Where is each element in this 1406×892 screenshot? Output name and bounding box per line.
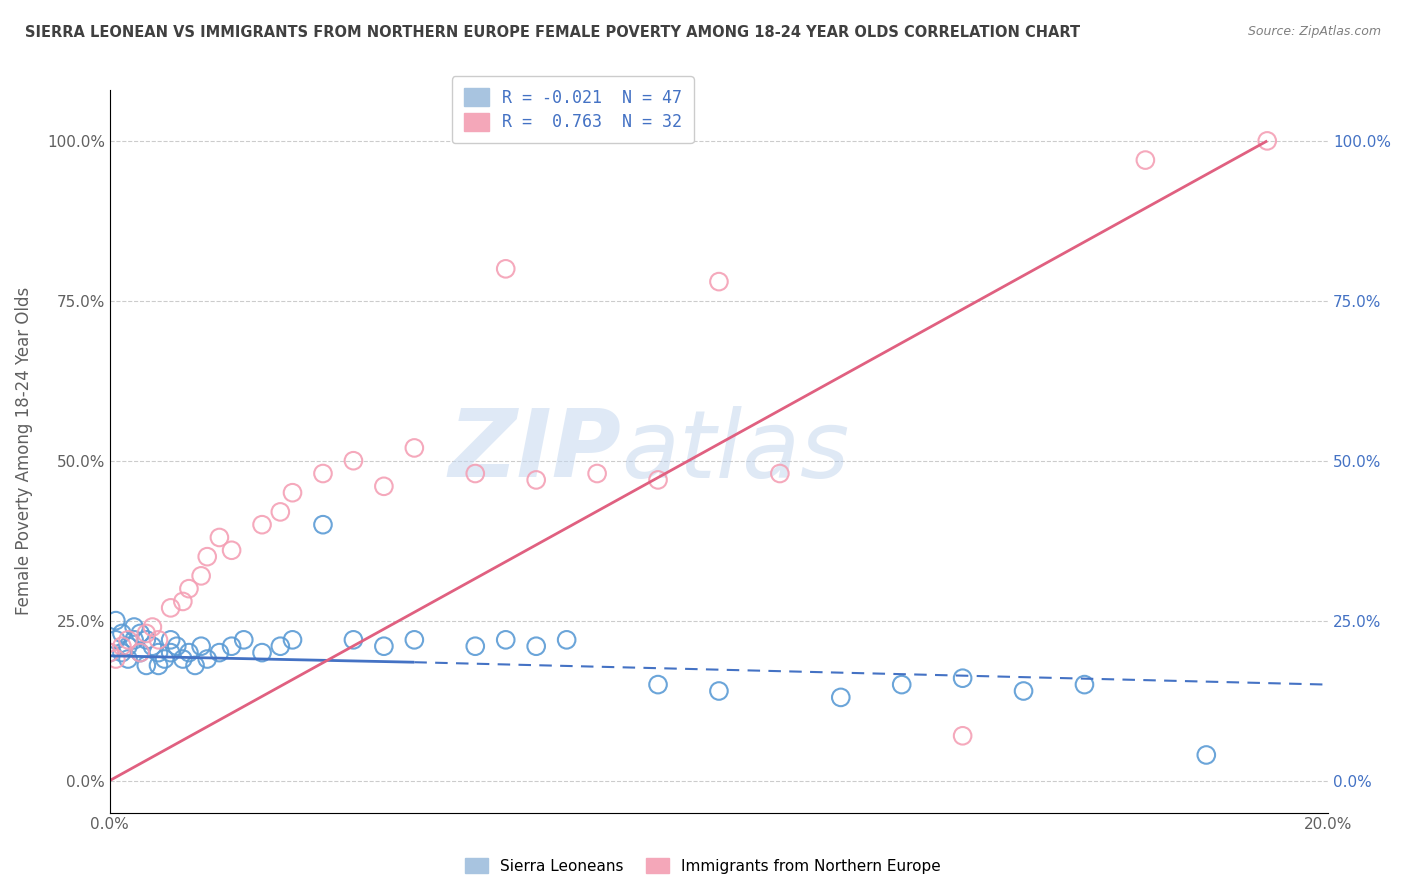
Point <box>184 658 207 673</box>
Point <box>135 658 157 673</box>
Point <box>495 261 517 276</box>
Point <box>464 639 486 653</box>
Point <box>281 632 304 647</box>
Point <box>148 658 170 673</box>
Point <box>141 620 163 634</box>
Point <box>135 632 157 647</box>
Point <box>221 639 243 653</box>
Point <box>269 639 291 653</box>
Point <box>104 614 127 628</box>
Point <box>707 684 730 698</box>
Point <box>159 646 181 660</box>
Point <box>647 677 669 691</box>
Point <box>117 632 139 647</box>
Point <box>148 632 170 647</box>
Point <box>104 632 127 647</box>
Text: ZIP: ZIP <box>449 405 621 497</box>
Point <box>1195 747 1218 762</box>
Point <box>111 646 134 660</box>
Point <box>1256 134 1278 148</box>
Point <box>129 646 152 660</box>
Point <box>269 505 291 519</box>
Point <box>190 639 212 653</box>
Text: atlas: atlas <box>621 406 849 497</box>
Point <box>135 626 157 640</box>
Point <box>98 646 121 660</box>
Legend: R = -0.021  N = 47, R =  0.763  N = 32: R = -0.021 N = 47, R = 0.763 N = 32 <box>451 77 693 143</box>
Point <box>707 275 730 289</box>
Point <box>98 646 121 660</box>
Point <box>166 639 188 653</box>
Point <box>404 441 426 455</box>
Point <box>495 632 517 647</box>
Point <box>221 543 243 558</box>
Point <box>250 517 273 532</box>
Point <box>952 671 974 685</box>
Point <box>122 632 145 647</box>
Point <box>141 639 163 653</box>
Point <box>404 632 426 647</box>
Point <box>177 582 200 596</box>
Point <box>153 652 176 666</box>
Y-axis label: Female Poverty Among 18-24 Year Olds: Female Poverty Among 18-24 Year Olds <box>15 287 32 615</box>
Point <box>159 600 181 615</box>
Point <box>1012 684 1035 698</box>
Point <box>190 569 212 583</box>
Point <box>172 652 194 666</box>
Point <box>373 639 395 653</box>
Point <box>373 479 395 493</box>
Point <box>312 467 335 481</box>
Point <box>464 467 486 481</box>
Point <box>342 454 364 468</box>
Point <box>117 652 139 666</box>
Point <box>524 639 547 653</box>
Point <box>208 531 231 545</box>
Point <box>111 639 134 653</box>
Point <box>555 632 578 647</box>
Point <box>769 467 792 481</box>
Point <box>232 632 254 647</box>
Point <box>111 626 134 640</box>
Point <box>195 652 218 666</box>
Point <box>647 473 669 487</box>
Point <box>122 620 145 634</box>
Point <box>129 626 152 640</box>
Point <box>830 690 852 705</box>
Point <box>1073 677 1095 691</box>
Point <box>208 646 231 660</box>
Point <box>129 646 152 660</box>
Point <box>890 677 912 691</box>
Point <box>281 485 304 500</box>
Point <box>524 473 547 487</box>
Point <box>159 632 181 647</box>
Legend: Sierra Leoneans, Immigrants from Northern Europe: Sierra Leoneans, Immigrants from Norther… <box>458 852 948 880</box>
Point <box>177 646 200 660</box>
Text: Source: ZipAtlas.com: Source: ZipAtlas.com <box>1247 25 1381 38</box>
Point <box>117 639 139 653</box>
Point <box>312 517 335 532</box>
Point <box>172 594 194 608</box>
Text: SIERRA LEONEAN VS IMMIGRANTS FROM NORTHERN EUROPE FEMALE POVERTY AMONG 18-24 YEA: SIERRA LEONEAN VS IMMIGRANTS FROM NORTHE… <box>25 25 1080 40</box>
Point <box>586 467 609 481</box>
Point <box>1135 153 1157 167</box>
Point <box>148 646 170 660</box>
Point <box>952 729 974 743</box>
Point <box>342 632 364 647</box>
Point <box>104 652 127 666</box>
Point <box>195 549 218 564</box>
Point <box>250 646 273 660</box>
